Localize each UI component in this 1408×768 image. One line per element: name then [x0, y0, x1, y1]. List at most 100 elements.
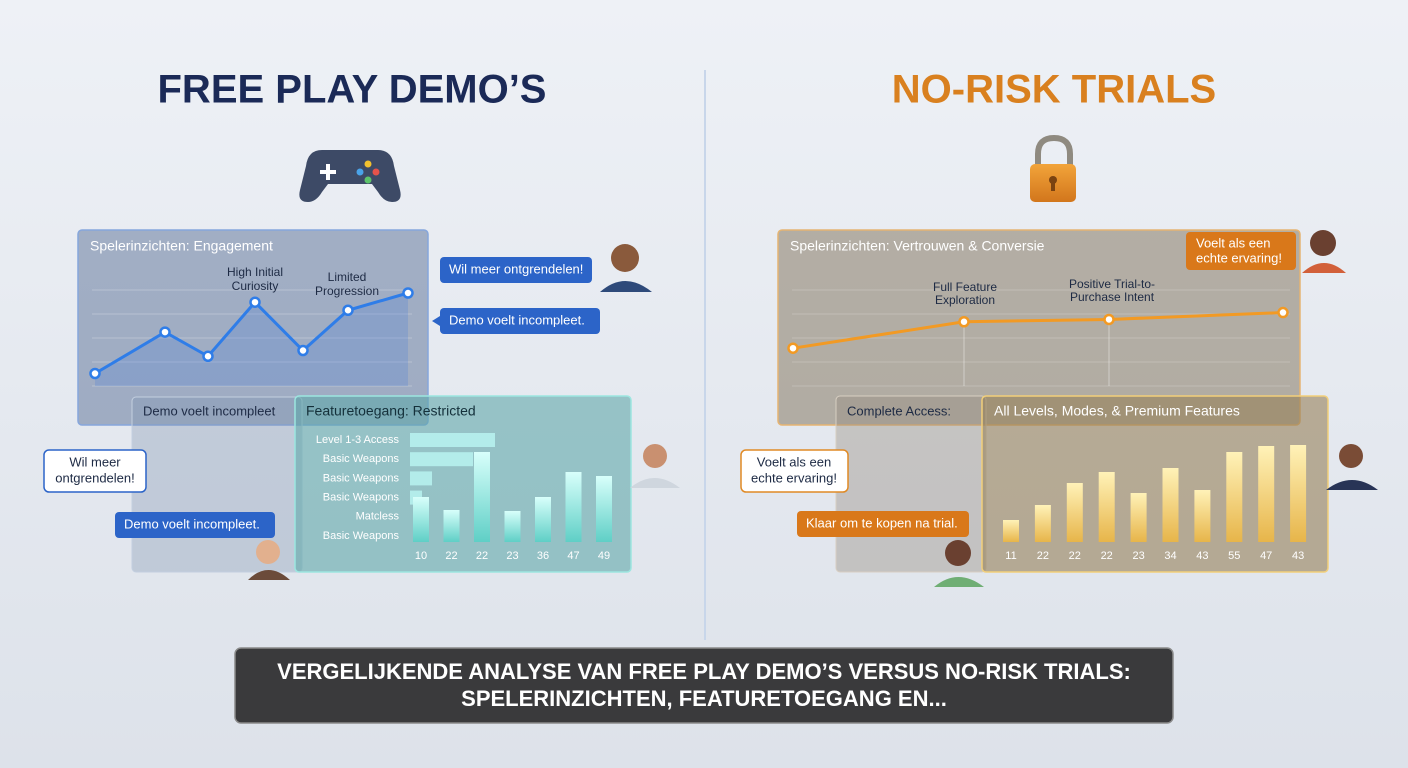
column-bar: [1162, 468, 1179, 542]
padlock-icon: [1030, 134, 1076, 202]
engagement-line-group: [89, 287, 414, 386]
column-bar: [1034, 505, 1051, 542]
column-bar: [1290, 445, 1307, 542]
column-bar: [535, 497, 551, 542]
bubble-text: Demo voelt incompleet.: [449, 312, 585, 327]
x-label: 55: [1228, 550, 1240, 562]
bubble-text: ontgrendelen!: [55, 470, 135, 485]
annotation: Exploration: [935, 293, 995, 307]
access-chart: 11 22 22 22 23 34 43 55 47 43: [1003, 445, 1307, 562]
engagement-point: [787, 342, 799, 354]
left-title: FREE PLAY DEMO’S: [158, 68, 547, 112]
row-label: Basic Weapons: [323, 472, 400, 484]
x-label: 22: [445, 550, 457, 562]
engagement-point: [297, 344, 309, 357]
speech-bubble: [740, 449, 849, 493]
bubble-text: Klaar om te kopen na trial.: [806, 515, 958, 530]
x-label: 22: [1037, 550, 1049, 562]
bubble-tail: [432, 316, 440, 326]
speech-bubble: [440, 257, 592, 283]
engagement-line-group: [787, 306, 1289, 386]
column-bar: [413, 497, 429, 542]
engagement-point: [402, 287, 414, 299]
speech-bubble: [1186, 232, 1296, 270]
row-bar: [410, 471, 432, 486]
annotation: Full Feature: [933, 280, 997, 294]
panel-text: Complete Access:: [847, 403, 951, 418]
panel-text: Demo voelt incompleet: [143, 403, 276, 418]
annotation: Progression: [315, 284, 379, 298]
bubble-text: Wil meer: [69, 454, 121, 469]
row-label: Level 1-3 Access: [316, 434, 400, 446]
bubble-text: Wil meer ontgrendelen!: [449, 261, 583, 276]
row-bar: [410, 452, 473, 467]
column-bar: [1258, 446, 1275, 542]
panel-grid: [792, 289, 1290, 387]
bubble-text: Demo voelt incompleet.: [124, 516, 260, 531]
column-bar: [443, 510, 460, 542]
x-label: 23: [1132, 550, 1144, 562]
engagement-point: [342, 304, 354, 316]
engagement-point: [958, 316, 970, 328]
bubble-text: echte ervaring!: [751, 470, 837, 485]
column-bar: [1098, 472, 1115, 542]
column-bar: [1003, 520, 1019, 542]
x-label: 22: [1101, 550, 1113, 562]
column-bar: [1066, 483, 1083, 542]
engagement-area: [95, 293, 408, 386]
x-label: 10: [415, 550, 427, 562]
column-bar: [596, 476, 612, 542]
panel-grid: [92, 289, 412, 387]
annotation: Purchase Intent: [1070, 290, 1155, 304]
engagement-point: [159, 326, 171, 338]
x-label: 43: [1196, 550, 1208, 562]
bubble-text: echte ervaring!: [1196, 250, 1282, 265]
access-chart: Level 1-3 Access Basic Weapons Basic Weapo…: [316, 433, 612, 562]
x-label: 43: [1292, 550, 1304, 562]
x-label: 47: [1260, 550, 1272, 562]
row-bar: [410, 433, 495, 447]
x-label: 22: [1069, 550, 1081, 562]
annotation: Curiosity: [232, 279, 279, 293]
column-bar: [1226, 452, 1243, 542]
gamepad-icon: [299, 150, 401, 202]
x-label: 34: [1164, 550, 1176, 562]
footer-box: [234, 647, 1174, 724]
x-label: 11: [1005, 550, 1016, 562]
x-label: 36: [537, 550, 549, 562]
panel-title: Spelerinzichten: Vertrouwen & Conversie: [790, 238, 1045, 254]
engagement-point: [249, 296, 261, 308]
panel-title: Featuretoegang: Restricted: [306, 403, 476, 419]
access-panel: [981, 395, 1329, 573]
avatars: [248, 230, 1378, 587]
speech-bubble: [43, 449, 147, 493]
row-label: Basic Weapons: [323, 492, 400, 504]
speech-bubble: [115, 512, 275, 538]
engagement-point: [1103, 313, 1115, 326]
engagement-point: [202, 350, 214, 362]
engagement-line: [792, 311, 1284, 350]
column-bar: [474, 452, 490, 542]
bubble-text: Voelt als een: [1196, 235, 1270, 250]
column-bar: [1194, 490, 1211, 542]
panel-title: All Levels, Modes, & Premium Features: [994, 403, 1240, 419]
row-label: Basic Weapons: [323, 530, 400, 542]
x-label: 49: [598, 550, 610, 562]
column-bar: [504, 511, 521, 542]
bubble-text: Voelt als een: [757, 454, 831, 469]
engagement-point: [1277, 306, 1289, 319]
footer-text: VERGELIJKENDE ANALYSE VAN FREE PLAY DEMO…: [277, 659, 1131, 684]
column-bar: [565, 472, 582, 542]
x-label: 23: [506, 550, 518, 562]
right-title: NO-RISK TRIALS: [892, 68, 1216, 112]
row-label: Basic Weapons: [323, 453, 400, 465]
footer-text: SPELERINZICHTEN, FEATURETOEGANG EN...: [461, 686, 947, 711]
x-label: 47: [567, 550, 579, 562]
annotation: High Initial: [227, 265, 283, 279]
speech-bubble: [440, 308, 600, 334]
x-label: 22: [476, 550, 488, 562]
annotation: Limited: [328, 270, 367, 284]
column-bar: [1130, 493, 1147, 542]
engagement-panel: [77, 229, 429, 426]
